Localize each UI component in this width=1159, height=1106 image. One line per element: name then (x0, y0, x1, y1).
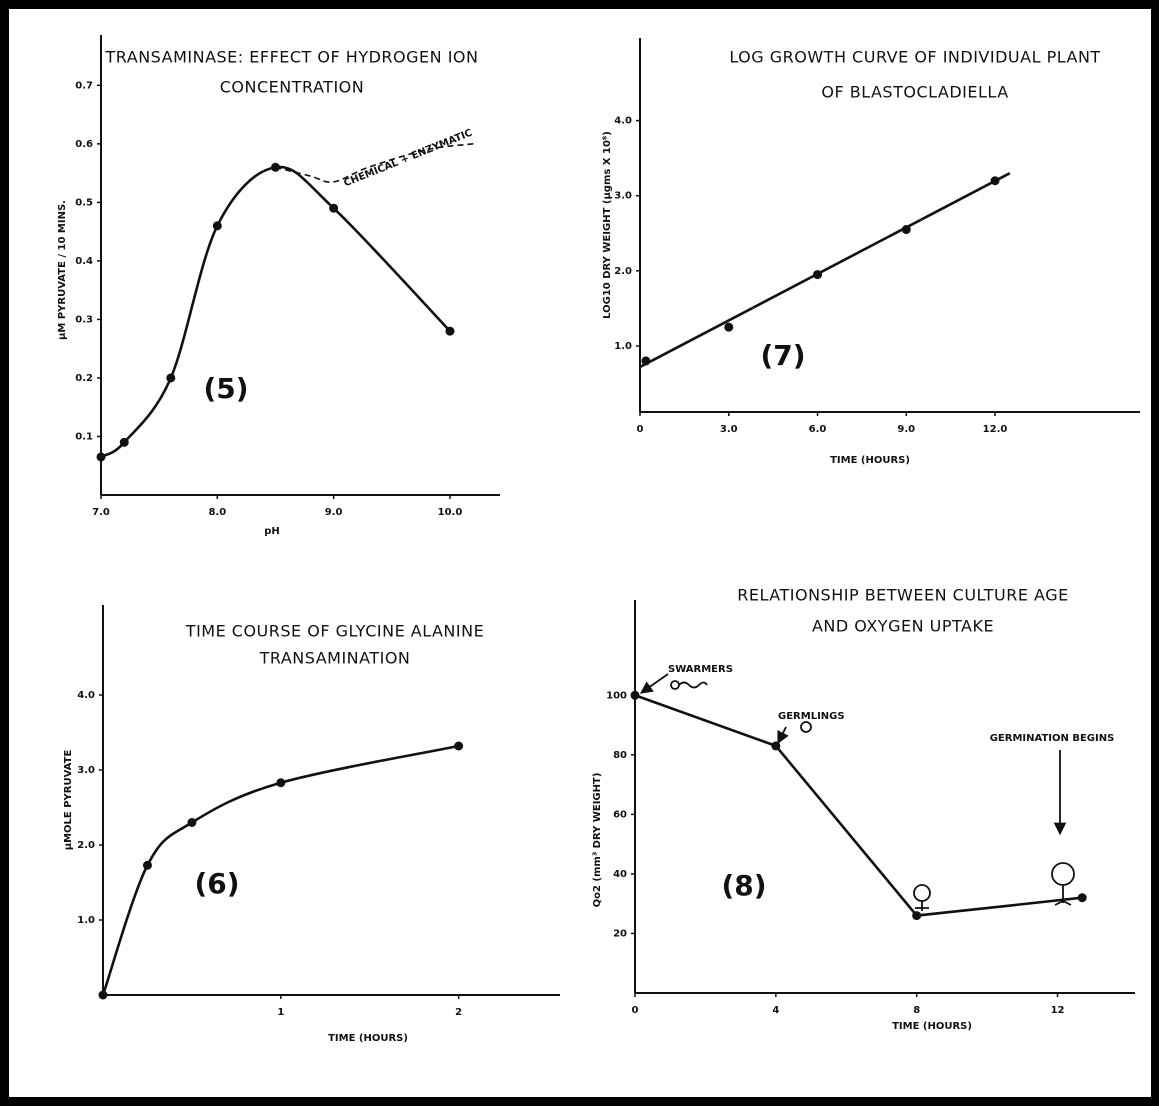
x-tick-label: 2 (455, 1007, 462, 1018)
x-tick-label: 1 (277, 1007, 284, 1018)
y-tick-label: 2.0 (77, 840, 95, 851)
chart-title: RELATIONSHIP BETWEEN CULTURE AGE (737, 586, 1068, 605)
x-tick-label: 12 (1051, 1005, 1065, 1016)
chart-title: LOG GROWTH CURVE OF INDIVIDUAL PLANT (729, 48, 1100, 67)
data-point (276, 778, 286, 788)
data-point (630, 690, 640, 700)
annotation: (5) (203, 372, 248, 405)
chart-title: AND OXYGEN UPTAKE (812, 617, 994, 636)
chart-title: OF BLASTOCLADIELLA (821, 83, 1008, 102)
x-tick-label: 3.0 (720, 424, 738, 435)
icon (800, 721, 812, 733)
data-point (119, 437, 129, 447)
data-point (329, 203, 339, 213)
arrow (777, 726, 789, 745)
annotation: (8) (721, 869, 766, 902)
y-axis-label: µM PYRUVATE / 10 MINS. (57, 200, 68, 340)
x-tick-label: 12.0 (983, 424, 1008, 435)
y-tick-label: 1.0 (614, 341, 632, 352)
data-point (96, 452, 106, 462)
y-tick-label: 4.0 (77, 690, 95, 701)
y-tick-label: 0.5 (75, 197, 93, 208)
annotation: SWARMERS (668, 664, 733, 675)
x-axis-label: pH (264, 526, 280, 537)
y-tick-label: 0.7 (75, 80, 93, 91)
y-tick-label: 0.3 (75, 314, 93, 325)
data-point (445, 326, 455, 336)
series-line (634, 694, 1083, 917)
x-tick-label: 0 (632, 1005, 639, 1016)
icon (915, 901, 929, 911)
y-axis-label: LOG10 DRY WEIGHT (µgms X 10⁸) (602, 131, 613, 319)
x-tick-label: 9.0 (897, 424, 915, 435)
y-tick-label: 100 (606, 690, 627, 701)
y-tick-label: 80 (613, 750, 627, 761)
x-tick-label: 9.0 (325, 507, 343, 518)
x-tick-label: 8.0 (208, 507, 226, 518)
y-tick-label: 40 (613, 869, 627, 880)
x-tick-label: 7.0 (92, 507, 110, 518)
x-axis-label: TIME (HOURS) (328, 1033, 408, 1044)
x-tick-label: 8 (913, 1005, 920, 1016)
annotation: GERMINATION BEGINS (990, 733, 1115, 744)
chart-title: CONCENTRATION (220, 78, 364, 97)
data-point (454, 741, 464, 751)
y-tick-label: 0.6 (75, 139, 93, 150)
icon (678, 681, 708, 689)
data-point (212, 221, 222, 231)
y-tick-label: 2.0 (614, 266, 632, 277)
x-tick-label: 6.0 (809, 424, 827, 435)
x-axis-label: TIME (HOURS) (892, 1021, 972, 1032)
y-tick-label: 0.1 (75, 431, 93, 442)
series-line (275, 143, 474, 183)
arrow (639, 673, 669, 694)
x-axis-label: TIME (HOURS) (830, 455, 910, 466)
x-tick-label: 10.0 (438, 507, 463, 518)
data-point (771, 741, 781, 751)
y-tick-label: 0.4 (75, 256, 93, 267)
x-tick-label: 0 (637, 424, 644, 435)
data-point (166, 373, 176, 383)
data-point (142, 860, 152, 870)
y-tick-label: 20 (613, 928, 627, 939)
data-point (724, 322, 734, 332)
y-tick-label: 3.0 (614, 191, 632, 202)
data-point (187, 818, 197, 827)
annotation: (7) (760, 339, 805, 372)
data-point (912, 911, 922, 921)
y-tick-label: 0.2 (75, 373, 93, 384)
y-tick-label: 4.0 (614, 116, 632, 127)
chart-title: TRANSAMINASE: EFFECT OF HYDROGEN ION (105, 48, 479, 67)
annotation: (6) (194, 867, 239, 900)
y-tick-label: 3.0 (77, 765, 95, 776)
y-tick-label: 60 (613, 809, 627, 820)
x-tick-label: 4 (772, 1005, 779, 1016)
y-axis-label: µMOLE PYRUVATE (63, 750, 74, 851)
data-point (98, 990, 108, 1000)
data-point (1077, 893, 1087, 903)
y-tick-label: 1.0 (77, 915, 95, 926)
paper (9, 9, 1151, 1097)
y-axis-label: Qo2 (mm³ DRY WEIGHT) (592, 773, 603, 908)
chart-title: TRANSAMINATION (259, 649, 411, 668)
chart-title: TIME COURSE OF GLYCINE ALANINE (185, 622, 484, 641)
annotation: GERMLINGS (778, 711, 845, 722)
series-line (639, 172, 1011, 369)
